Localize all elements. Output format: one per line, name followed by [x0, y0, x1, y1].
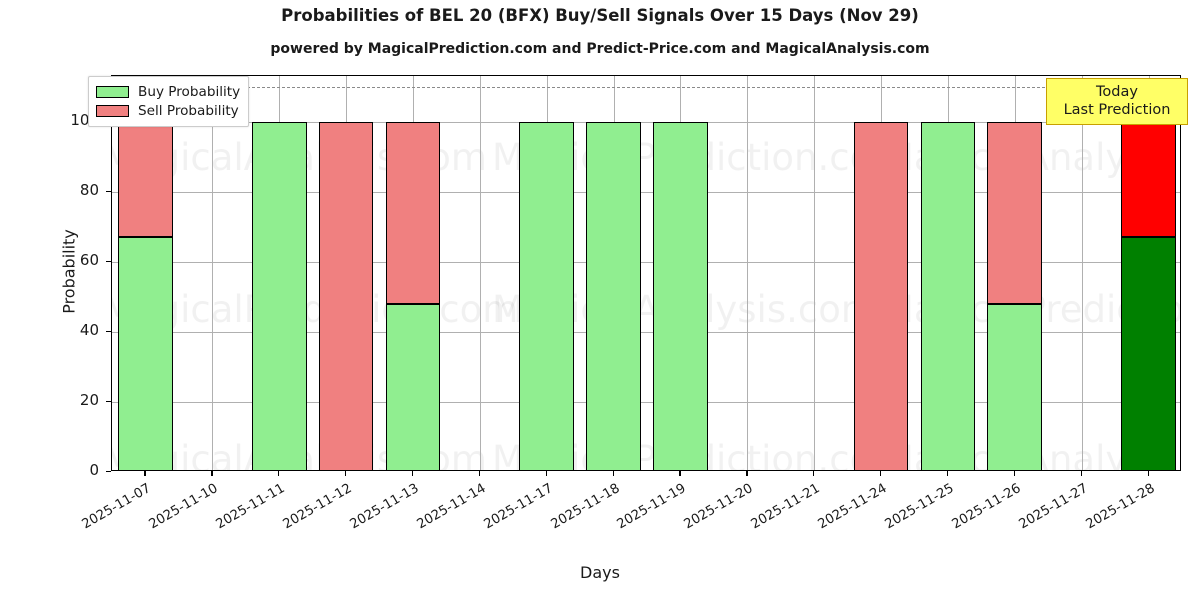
- bar-segment-sell: [853, 121, 909, 470]
- bar-segment-buy: [118, 237, 173, 470]
- y-axis-tick-mark: [106, 190, 111, 192]
- bar-segment-sell: [318, 121, 374, 470]
- y-axis-label: Probability: [59, 229, 79, 314]
- gridline-vertical: [212, 76, 214, 470]
- y-axis-tick-label: 0: [89, 461, 99, 479]
- y-axis-tick-label: 20: [79, 390, 99, 409]
- bar-segment-buy: [251, 121, 307, 470]
- x-axis-tick-label: 2025-11-13: [347, 481, 422, 533]
- x-axis-tick-label: 2025-11-27: [1016, 481, 1091, 533]
- x-axis-tick-label: 2025-11-25: [882, 481, 957, 533]
- legend-swatch-buy: [96, 86, 129, 98]
- gridline-horizontal: [112, 121, 1180, 123]
- y-axis-tick-mark: [106, 400, 111, 403]
- x-axis-tick-label: 2025-11-26: [949, 481, 1024, 533]
- plot-area: MagicalAnalysis.comMagicalPrediction.com…: [111, 75, 1181, 471]
- y-axis-tick-mark: [106, 330, 111, 332]
- x-axis-tick-mark: [1080, 471, 1082, 476]
- bar-segment-buy: [653, 121, 708, 470]
- bar-segment-sell: [987, 121, 1043, 304]
- gridline-horizontal: [112, 331, 1180, 333]
- x-axis-tick-mark: [545, 471, 547, 476]
- x-axis-tick-mark: [478, 471, 480, 476]
- gridline-vertical: [479, 76, 481, 470]
- bar-segment-buy: [920, 121, 976, 470]
- x-axis-tick-label: 2025-11-17: [481, 481, 556, 533]
- x-axis-tick-mark: [345, 471, 347, 476]
- gridline-horizontal: [112, 401, 1180, 403]
- chart-subtitle: powered by MagicalPrediction.com and Pre…: [270, 41, 930, 57]
- today-annotation: Today Last Prediction: [1046, 78, 1188, 125]
- chart-title: Probabilities of BEL 20 (BFX) Buy/Sell S…: [281, 6, 919, 25]
- x-axis-tick-label: 2025-11-10: [146, 481, 221, 533]
- today-annotation-line2: Last Prediction: [1063, 102, 1171, 118]
- today-annotation-line1: Today: [1096, 84, 1138, 100]
- bar-segment-buy: [385, 303, 441, 470]
- x-axis-label: Days: [580, 563, 620, 582]
- legend-label-buy: Buy Probability: [138, 84, 241, 100]
- x-axis-tick-mark: [612, 471, 614, 476]
- x-axis-tick-mark: [1147, 471, 1149, 476]
- x-axis-tick-mark: [211, 471, 213, 476]
- bar-segment-sell-today: [1121, 121, 1176, 238]
- threshold-line: [112, 86, 1180, 88]
- x-axis-tick-label: 2025-11-14: [414, 481, 489, 533]
- x-axis-tick-label: 2025-11-11: [213, 481, 288, 533]
- x-axis-tick-mark: [144, 471, 146, 476]
- x-axis-tick-label: 2025-11-24: [815, 481, 890, 533]
- x-axis-tick-mark: [679, 471, 681, 476]
- x-axis-tick-label: 2025-11-20: [681, 481, 756, 533]
- x-axis-tick-mark: [746, 471, 748, 476]
- bar-segment-buy: [586, 121, 641, 470]
- gridline-horizontal: [112, 191, 1180, 193]
- bar-segment-sell: [385, 121, 441, 304]
- x-axis-tick-mark: [813, 471, 815, 476]
- gridline-horizontal: [112, 261, 1180, 263]
- legend-item-sell: Sell Probability: [96, 102, 240, 120]
- y-axis-tick-label: 80: [79, 180, 99, 199]
- bar-segment-buy: [987, 303, 1043, 470]
- x-axis-tick-label: 2025-11-21: [748, 481, 823, 533]
- chart-legend: Buy Probability Sell Probability: [88, 76, 250, 127]
- gridline-vertical: [747, 76, 749, 470]
- x-axis-tick-label: 2025-11-07: [80, 481, 154, 533]
- x-axis-tick-mark: [278, 471, 280, 476]
- gridline-vertical: [1081, 76, 1083, 470]
- bar-segment-buy-today: [1121, 237, 1176, 470]
- y-axis-tick-mark: [106, 471, 111, 473]
- legend-item-buy: Buy Probability: [96, 83, 240, 101]
- gridline-vertical: [814, 76, 816, 470]
- y-axis-tick-label: 40: [79, 320, 99, 339]
- x-axis-tick-mark: [1013, 471, 1015, 476]
- bar-segment-buy: [519, 121, 575, 470]
- bar-segment-sell: [118, 121, 173, 238]
- legend-swatch-sell: [96, 105, 129, 117]
- x-axis-tick-mark: [880, 471, 882, 476]
- y-axis-tick-mark: [106, 260, 111, 262]
- x-axis-tick-label: 2025-11-28: [1083, 481, 1158, 533]
- x-axis-tick-label: 2025-11-19: [615, 481, 689, 533]
- y-axis-tick-label: 60: [79, 250, 99, 269]
- x-axis-tick-label: 2025-11-12: [280, 481, 355, 533]
- legend-label-sell: Sell Probability: [138, 103, 239, 119]
- x-axis-tick-mark: [946, 471, 949, 476]
- x-axis-tick-mark: [411, 471, 414, 476]
